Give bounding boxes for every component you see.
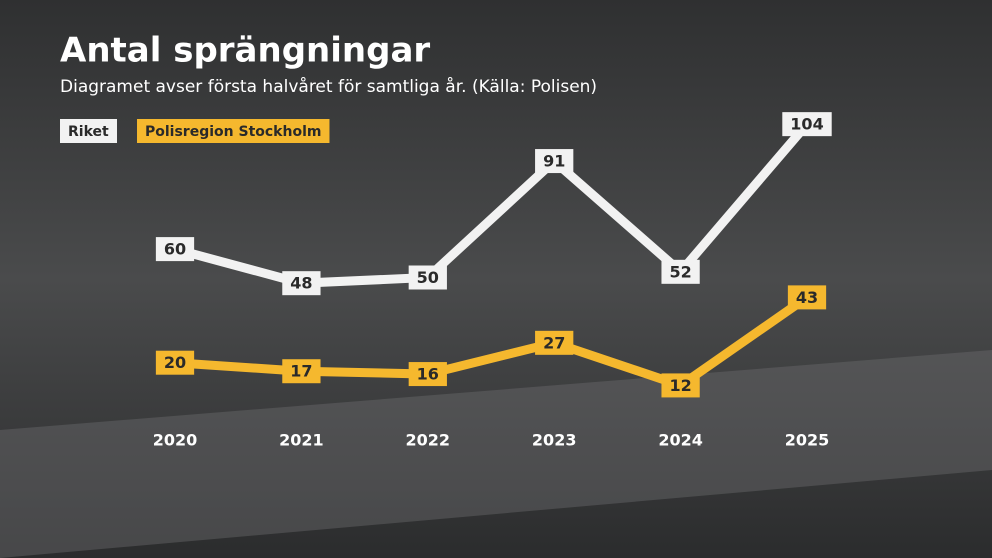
legend-label: Riket [68,124,109,140]
x-tick-label: 2022 [406,431,451,450]
data-label-box [408,265,447,290]
data-label: 17 [290,362,312,381]
data-label: 52 [669,262,691,281]
data-label: 91 [543,152,565,171]
data-label-box [782,112,832,137]
data-label: 60 [164,240,186,259]
data-label-box [282,359,321,384]
data-label-box [408,362,447,387]
data-label-box [155,237,195,262]
data-label: 16 [417,365,439,384]
chart-subtitle: Diagramet avser första halvåret för samt… [60,76,597,97]
data-label: 43 [796,288,818,307]
legend-label-box [60,119,118,143]
series-line [174,293,810,391]
x-tick-label: 2024 [658,431,703,450]
x-tick-label: 2020 [153,431,198,450]
data-label-box [155,350,195,375]
data-label-box [661,259,700,284]
data-label: 48 [290,274,312,293]
series-line [173,121,811,288]
legend-label-box [137,119,330,143]
data-label: 104 [790,115,823,134]
x-tick-label: 2025 [785,431,830,450]
data-label-box [535,330,574,355]
chart-title: Antal sprängningar [60,31,430,71]
data-label-box [787,285,827,310]
data-label: 12 [669,376,691,395]
data-label: 20 [164,353,186,372]
data-label: 50 [417,268,439,287]
data-label-box [535,149,574,174]
data-label: 27 [543,333,565,352]
background-tape [0,350,992,558]
x-tick-label: 2023 [532,431,577,450]
x-tick-label: 2021 [279,431,324,450]
data-label-box [661,373,700,398]
data-label-box [282,271,321,296]
legend-label: Polisregion Stockholm [145,124,321,140]
